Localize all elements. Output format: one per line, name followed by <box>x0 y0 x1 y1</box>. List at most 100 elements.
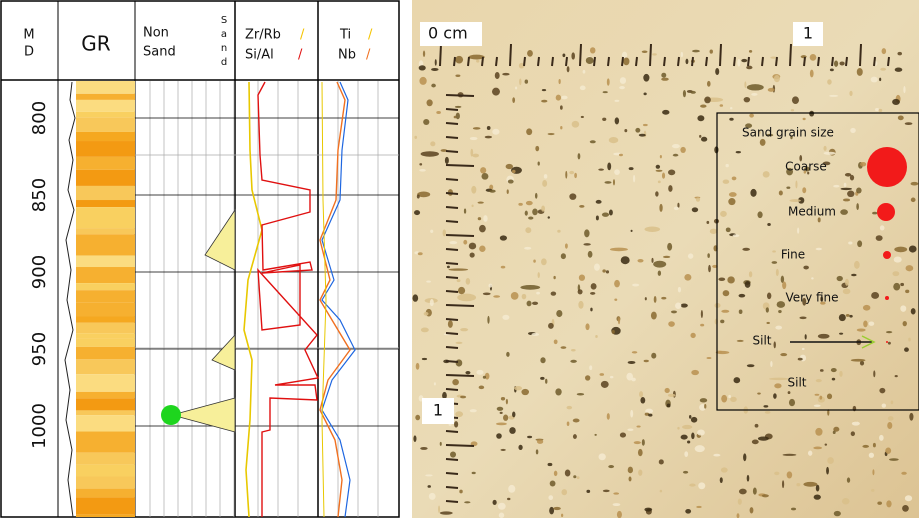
grain <box>885 448 891 454</box>
grain <box>644 360 649 362</box>
grain <box>567 422 570 426</box>
grain <box>532 302 538 305</box>
grain <box>596 216 599 221</box>
grain <box>905 495 912 501</box>
grain <box>506 399 508 404</box>
grain <box>495 72 500 79</box>
grain <box>880 68 886 71</box>
grain <box>857 68 863 76</box>
legend-item: Very fine <box>785 291 838 305</box>
grain <box>775 326 782 330</box>
grain <box>537 440 543 444</box>
grain <box>671 310 677 313</box>
grain <box>620 77 626 84</box>
grain <box>470 252 475 257</box>
grain <box>774 472 779 476</box>
gr-band <box>76 453 135 465</box>
grain <box>478 217 481 220</box>
ruler-tick <box>790 44 791 66</box>
ruler-tick <box>446 319 458 320</box>
grain <box>436 111 441 114</box>
grain <box>532 209 538 216</box>
grain <box>873 370 875 377</box>
grain <box>886 500 891 507</box>
grain <box>728 198 735 205</box>
zr-rb-key: / <box>300 28 305 43</box>
grain <box>796 483 800 486</box>
ruler-tick <box>636 57 637 66</box>
grain <box>538 162 540 166</box>
gr-band <box>76 489 135 498</box>
grain <box>614 299 617 301</box>
gr-band <box>76 333 135 338</box>
grain <box>501 397 505 400</box>
grain <box>747 84 764 90</box>
grain <box>903 86 905 93</box>
grain <box>455 75 460 77</box>
grain <box>653 261 666 268</box>
gr-band <box>76 515 135 517</box>
grain <box>656 170 663 172</box>
grain <box>457 294 476 302</box>
grain <box>556 310 562 317</box>
grain <box>492 88 500 96</box>
ruler-tick <box>720 44 721 66</box>
grain <box>478 202 484 204</box>
grain <box>565 243 568 248</box>
ruler-tick <box>818 57 819 66</box>
grain <box>570 360 577 363</box>
grain <box>518 203 522 206</box>
grain <box>549 507 554 514</box>
grain <box>422 358 427 360</box>
grain <box>662 173 665 179</box>
grain <box>758 437 769 441</box>
ruler-tick <box>622 57 623 66</box>
grain <box>892 271 899 276</box>
grain <box>742 248 750 251</box>
grain <box>502 315 509 320</box>
grain <box>440 442 442 446</box>
grain <box>621 256 630 264</box>
grain <box>720 211 727 217</box>
grain <box>636 426 640 428</box>
grain <box>720 320 724 324</box>
grain <box>832 378 835 381</box>
grain <box>745 281 751 288</box>
grain <box>689 415 691 419</box>
grain <box>503 415 508 421</box>
grain <box>732 176 737 180</box>
ruler-tick <box>888 57 889 66</box>
grain <box>606 270 609 273</box>
grain <box>419 169 426 172</box>
grain <box>778 310 782 313</box>
grain <box>681 52 683 57</box>
grain <box>689 483 695 486</box>
grain <box>831 368 837 372</box>
grain <box>809 111 814 117</box>
grain <box>525 79 528 83</box>
grain <box>445 157 449 164</box>
grain <box>672 144 680 148</box>
gr-band <box>76 477 135 489</box>
grain <box>710 50 713 54</box>
grain <box>665 388 670 393</box>
grain <box>765 411 771 414</box>
grain <box>850 128 856 133</box>
grain <box>869 453 874 458</box>
grain <box>658 180 661 183</box>
depth-label: 1000 <box>29 403 50 449</box>
gr-band <box>76 117 135 132</box>
grain <box>856 203 859 210</box>
grain <box>909 245 917 252</box>
grain <box>602 118 606 121</box>
grain <box>739 489 747 495</box>
grain <box>674 207 679 210</box>
grain <box>773 393 777 399</box>
grain <box>849 91 852 96</box>
grain <box>863 305 870 311</box>
md-header: M <box>23 28 34 43</box>
legend-item: Silt <box>753 334 772 348</box>
grain <box>585 375 590 380</box>
grain <box>750 189 756 197</box>
grain <box>658 271 661 276</box>
